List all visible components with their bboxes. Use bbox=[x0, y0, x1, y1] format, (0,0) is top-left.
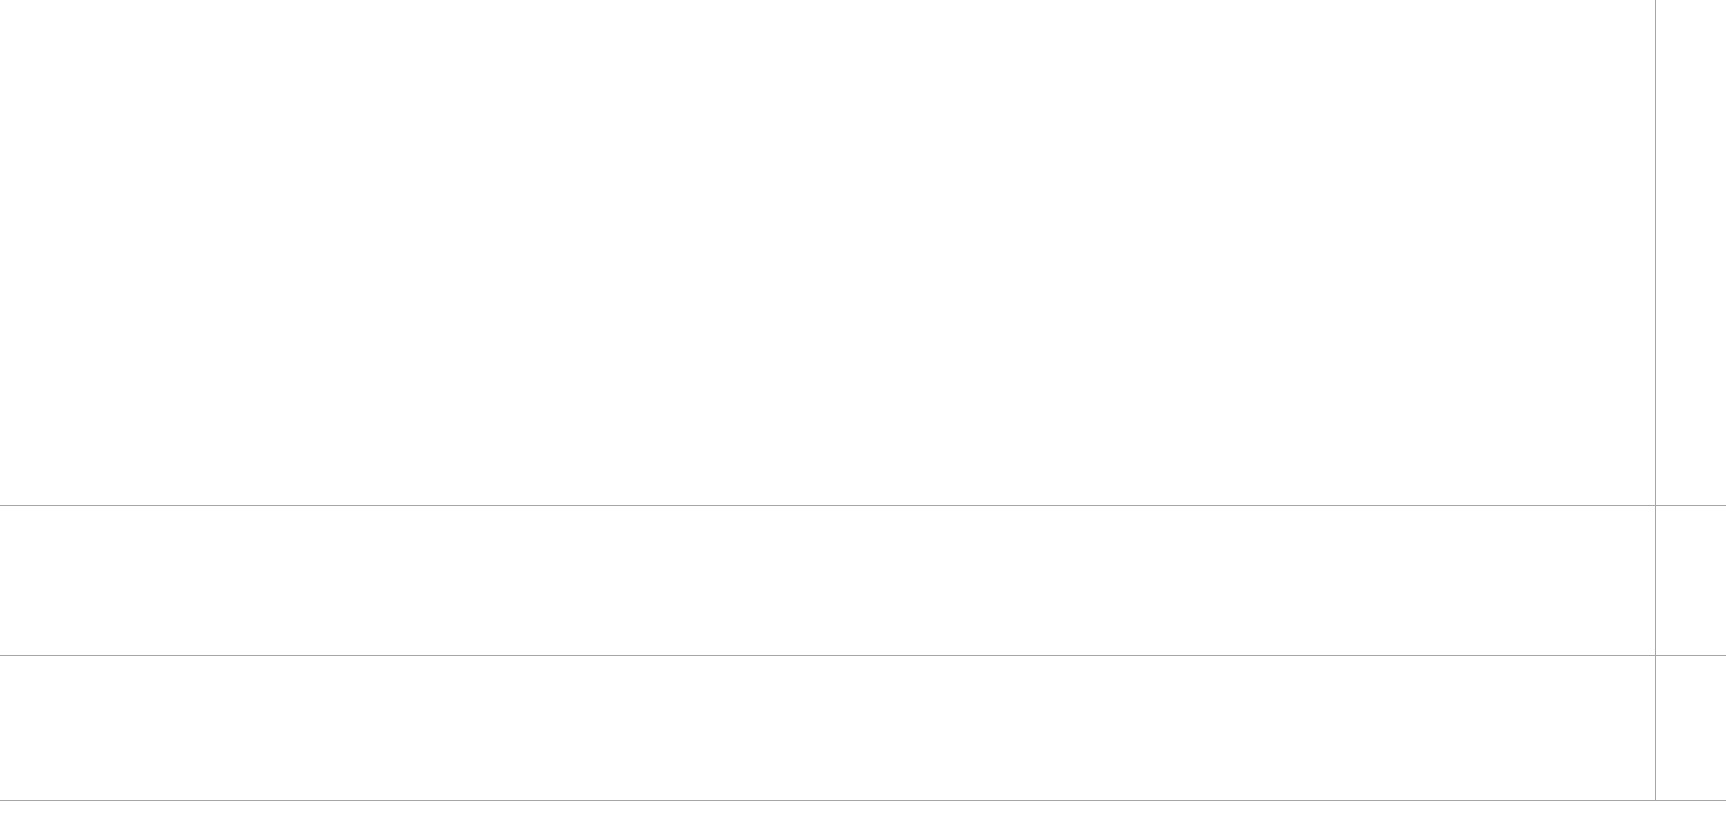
panel-separator-macd[interactable] bbox=[0, 505, 1726, 506]
time-axis-separator bbox=[0, 800, 1726, 801]
panel-separator-rsi[interactable] bbox=[0, 655, 1726, 656]
rsi-label bbox=[7, 658, 13, 670]
price-axis[interactable] bbox=[1655, 0, 1726, 800]
macd-label bbox=[7, 509, 19, 521]
time-axis[interactable] bbox=[0, 801, 1726, 837]
